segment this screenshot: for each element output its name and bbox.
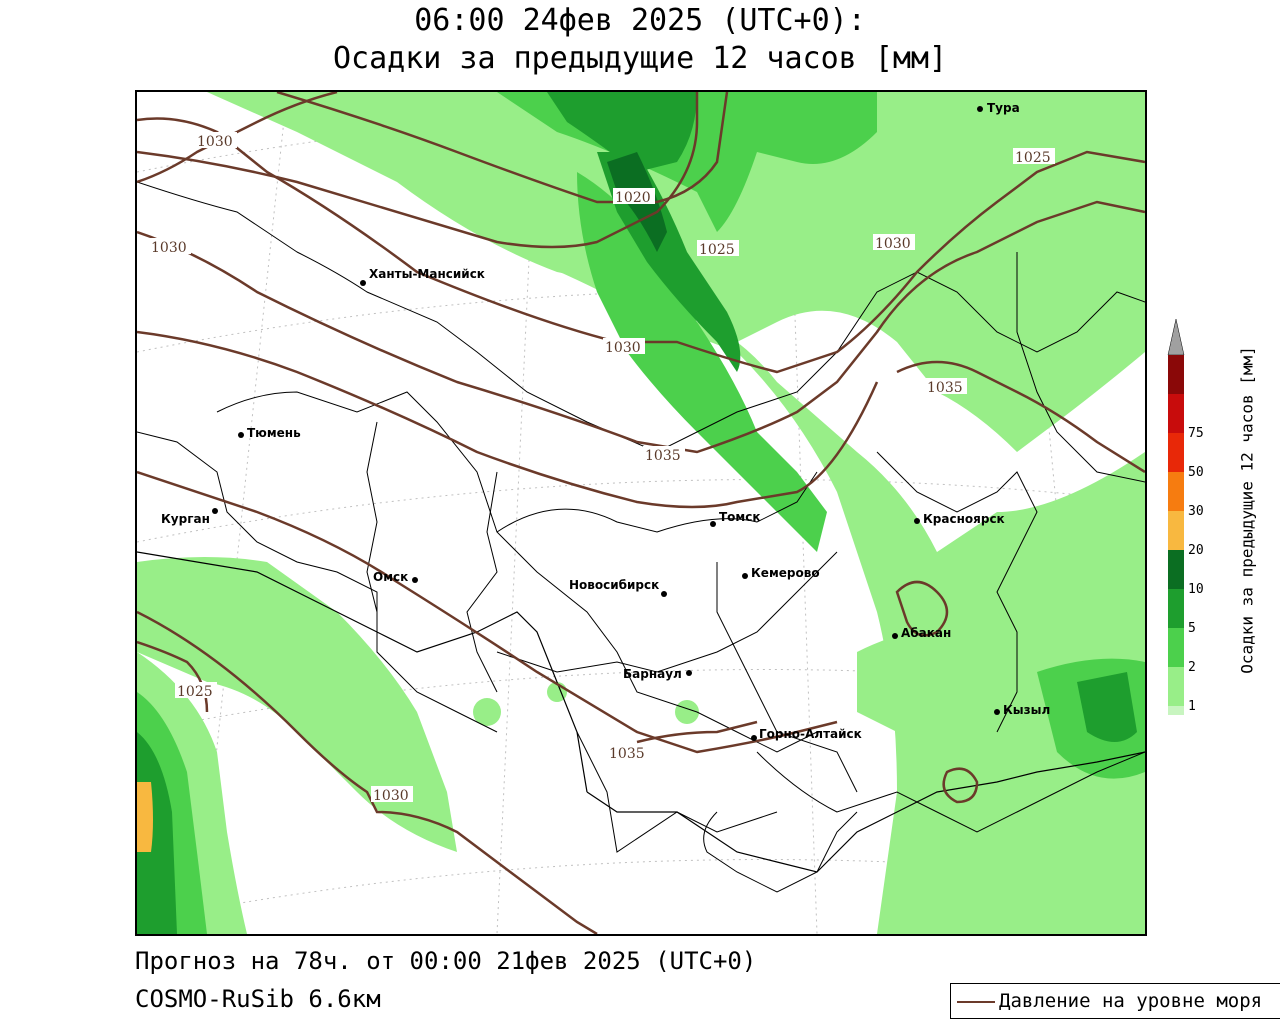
precip-diagonal-medium [577,172,827,552]
isobar-label: 1030 [875,236,911,252]
precip-west-band [137,557,457,852]
map-subtitle: Осадки за предыдущие 12 часов [мм] [332,41,948,76]
city-label: Курган [161,512,210,526]
precip-north-heavy [547,92,697,172]
colorbar-swatch [1168,355,1184,394]
isobar-label: 1030 [373,788,409,804]
colorbar-swatches [1167,318,1185,715]
isobar-label: 1035 [645,448,681,464]
colorbar-swatch [1168,394,1184,433]
colorbar-tick-label: 75 [1188,426,1204,441]
city-label: Абакан [901,626,951,640]
precipitation-areas [137,92,1145,934]
regional-borders [137,181,1145,893]
map-title: 06:00 24фев 2025 (UTC+0): [414,3,866,38]
colorbar-ticks: 0.11251020305075 [1188,426,1204,714]
precip-southeast-heavy [1077,672,1137,742]
isobar-legend-line [957,1001,995,1003]
city-label: Барнаул [623,667,682,681]
city-label: Ханты-Мансийск [369,267,485,281]
national-border [137,551,1145,873]
colorbar-swatch [1168,472,1184,511]
colorbar-title: Осадки за предыдущие 12 часов [мм] [1237,346,1257,674]
colorbar-tick-label: 20 [1188,543,1204,558]
precip-southwest-orange [137,782,153,852]
city-label: Новосибирск [569,578,659,592]
colorbar-swatch [1168,433,1184,472]
isobar-labels: 1030 1020 1025 1030 1035 1025 1030 1030 … [149,132,1055,804]
isobar-label: 1025 [1015,150,1051,166]
colorbar-swatch [1168,628,1184,667]
colorbar-swatch [1168,667,1184,706]
colorbar-swatch [1168,589,1184,628]
colorbar-top-arrow [1167,318,1185,356]
colorbar-swatch [1168,511,1184,550]
city-markers: Тура Ханты-Мансийск Тюмень Курган Омск Н… [161,101,1050,741]
colorbar-tick-label: 2 [1188,660,1196,675]
pressure-legend: Давление на уровне моря [950,983,1280,1019]
city-label: Горно-Алтайск [759,727,862,741]
isobar-label: 1025 [177,684,213,700]
city-label: Томск [719,510,761,524]
isobar-label: 1020 [615,190,651,206]
city-label: Красноярск [923,512,1005,526]
colorbar-tick-label: 5 [1188,621,1196,636]
colorbar-tick-label: 50 [1188,465,1204,480]
isobar-label: 1030 [151,240,187,256]
isobar-label: 1035 [609,746,645,762]
isobar-label: 1030 [197,134,233,150]
model-name: COSMO-RuSib 6.6км [135,985,381,1013]
colorbar-tick-label: 1 [1188,699,1196,714]
isobar-label: 1030 [605,340,641,356]
forecast-info: Прогноз на 78ч. от 00:00 21фев 2025 (UTC… [135,947,757,975]
map-canvas: 1030 1020 1025 1030 1035 1025 1030 1030 … [137,92,1145,934]
city-label: Кызыл [1003,703,1050,717]
colorbar-tick-label: 30 [1188,504,1204,519]
isobar-label: 1035 [927,380,963,396]
pressure-legend-label: Давление на уровне моря [999,990,1263,1012]
precip-colorbar: 0.11251020305075 [1167,318,1204,715]
city-label: Тура [987,101,1020,115]
colorbar-tick-label: 10 [1188,582,1204,597]
city-label: Кемерово [751,566,820,580]
city-label: Тюмень [247,426,301,440]
colorbar-swatch [1168,706,1184,715]
isobar-label: 1025 [699,242,735,258]
city-label: Омск [373,570,408,584]
precipitation-map[interactable]: 1030 1020 1025 1030 1035 1025 1030 1030 … [135,90,1147,936]
colorbar-swatch [1168,550,1184,589]
